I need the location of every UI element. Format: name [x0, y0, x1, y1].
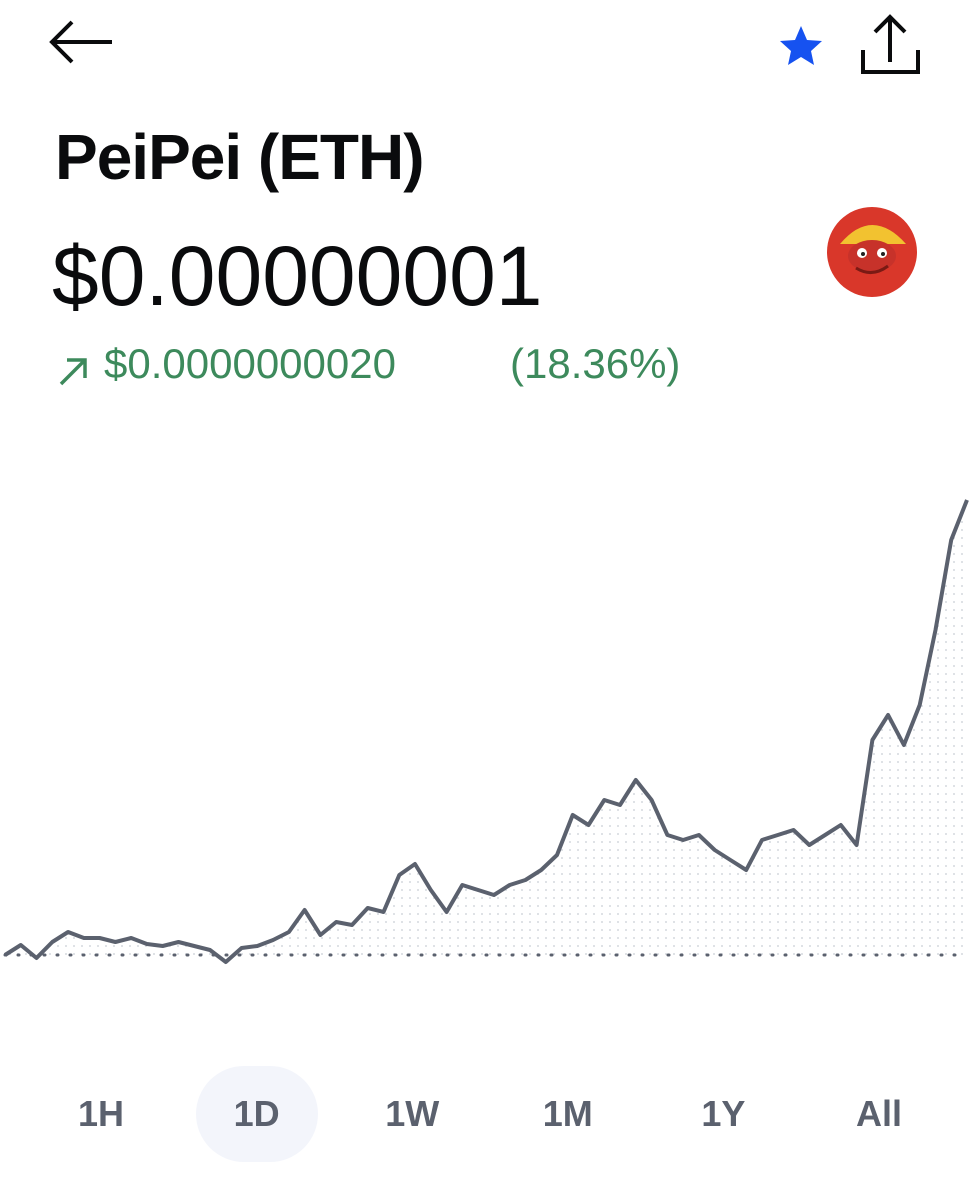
- range-selector: 1H 1D 1W 1M 1Y All: [40, 1066, 940, 1162]
- share-button[interactable]: [861, 14, 920, 74]
- range-tab[interactable]: All: [855, 1093, 902, 1134]
- asset-price: $0.00000001: [52, 229, 543, 323]
- top-bar: [49, 14, 920, 74]
- asset-title: PeiPei (ETH): [55, 121, 425, 193]
- price-line: [3, 499, 969, 964]
- up-arrow: [59, 358, 87, 386]
- range-tab[interactable]: 1H: [77, 1093, 125, 1134]
- price-chart: [3, 499, 969, 964]
- range-tab[interactable]: 1D: [195, 1066, 318, 1162]
- favorite-star[interactable]: [780, 26, 822, 65]
- price-change: $0.0000000020: [104, 340, 396, 387]
- area-fill: [5, 500, 967, 962]
- price-change-percent: (18.36%): [510, 340, 681, 387]
- asset-logo: [827, 207, 917, 297]
- range-tab[interactable]: 1M: [542, 1093, 593, 1134]
- back-button[interactable]: [49, 20, 112, 64]
- range-tab[interactable]: 1Y: [701, 1093, 746, 1134]
- range-tab[interactable]: 1W: [385, 1093, 440, 1134]
